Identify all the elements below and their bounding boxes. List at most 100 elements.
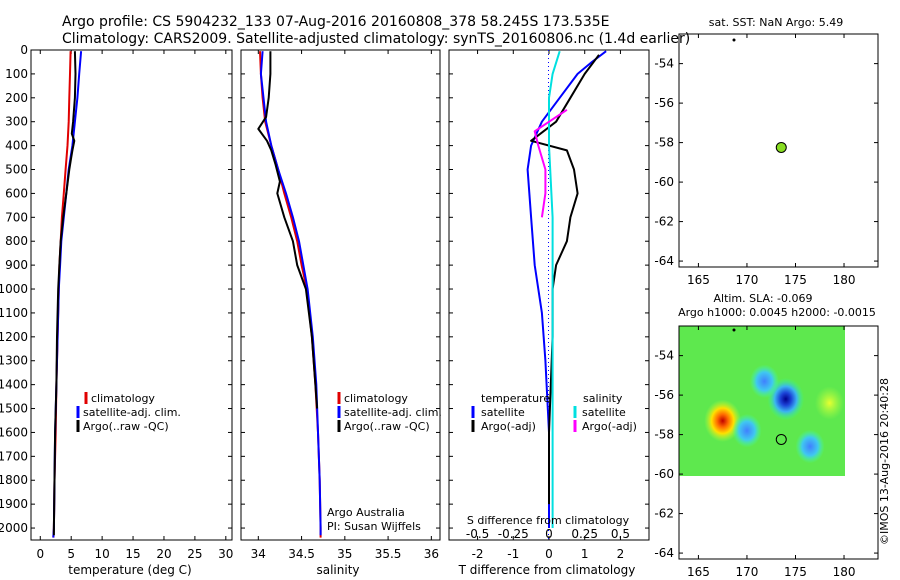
sla-map-points xyxy=(775,433,787,445)
salinity-xlabel: salinity xyxy=(316,563,359,577)
x-tick-label: 1 xyxy=(581,547,589,561)
map-x-tick-label: 180 xyxy=(833,273,856,287)
legend-climatology: climatology xyxy=(344,392,408,405)
y-tick-label: 1100 xyxy=(0,306,28,320)
sst-map-axes: 165 170 175 180 -54 -56 -58 -60 -62 -64 xyxy=(654,34,878,287)
y-tick-label: 1600 xyxy=(0,425,28,439)
map-x-tick-label: 165 xyxy=(687,565,710,579)
s-difference-label: S difference from climatology xyxy=(467,514,630,527)
legend-s-satellite: satellite xyxy=(582,406,626,419)
map-y-tick-label: -62 xyxy=(654,215,674,229)
argo-position-marker xyxy=(775,433,787,445)
series-line xyxy=(257,51,319,409)
x-tick-label: 35.5 xyxy=(375,547,402,561)
series-line xyxy=(259,51,322,538)
series-line xyxy=(526,50,607,528)
legend-satellite-adj: satellite-adj. clim. xyxy=(344,406,442,419)
imos-timestamp: ©IMOS 13-Aug-2016 20:40:28 xyxy=(878,378,891,545)
temperature-legend: climatology satellite-adj. clim. Argo(..… xyxy=(76,392,181,433)
legend-s-argo: Argo(-adj) xyxy=(582,420,637,433)
y-tick-label: 100 xyxy=(5,67,28,81)
legend-satellite-adj: satellite-adj. clim. xyxy=(83,406,181,419)
y-tick-label: 800 xyxy=(5,234,28,248)
legend-t-argo: Argo(-adj) xyxy=(481,420,536,433)
legend-argo-raw: Argo(..raw -QC) xyxy=(344,420,430,433)
x-tick-label: -1 xyxy=(507,547,519,561)
y-tick-label: 1800 xyxy=(0,473,28,487)
series-line xyxy=(548,50,561,528)
legend-argo-raw: Argo(..raw -QC) xyxy=(83,420,169,433)
salinity-x-axis: 34 34.5 35 35.5 36 xyxy=(251,50,439,561)
y-tick-label: 300 xyxy=(5,115,28,129)
map-y-tick-label: -54 xyxy=(654,349,674,363)
x-tick-label: 35 xyxy=(337,547,352,561)
y-tick-label: 1400 xyxy=(0,378,28,392)
x-tick-label: 25 xyxy=(187,547,202,561)
x-tick-label: 36 xyxy=(424,547,439,561)
credit-line-2: PI: Susan Wijffels xyxy=(327,520,421,533)
map-x-tick-label: 180 xyxy=(833,565,856,579)
map-y-tick-label: -64 xyxy=(654,254,674,268)
temperature-series xyxy=(52,51,83,538)
map-y-tick-label: -62 xyxy=(654,507,674,521)
salinity-legend: climatology satellite-adj. clim. Argo(..… xyxy=(337,392,442,433)
sst-map-panel: sat. SST: NaN Argo: 5.49 165 170 175 180 -54… xyxy=(654,16,879,287)
map-y-tick-label: -58 xyxy=(654,136,674,150)
x-tick-label: 2 xyxy=(617,547,625,561)
sla-map-frame xyxy=(678,325,879,560)
s-tick-label: -0.25 xyxy=(498,527,529,541)
sla-map-speck xyxy=(732,328,736,332)
sla-anomaly-low xyxy=(732,413,762,448)
sst-map-title: sat. SST: NaN Argo: 5.49 xyxy=(709,16,843,29)
sla-heatmap xyxy=(679,326,845,476)
map-y-tick-label: -54 xyxy=(654,57,674,71)
y-tick-label: 500 xyxy=(5,163,28,177)
sla-anomaly-high xyxy=(814,386,845,420)
x-tick-label: 20 xyxy=(156,547,171,561)
map-x-tick-label: 170 xyxy=(735,273,758,287)
sst-map-points xyxy=(775,141,787,153)
sla-anomaly-low xyxy=(749,364,779,399)
sla-title-line-2: Argo h1000: 0.0045 h2000: -0.0015 xyxy=(678,306,876,319)
legend-climatology: climatology xyxy=(91,392,155,405)
y-tick-label: 200 xyxy=(5,91,28,105)
x-tick-label: -2 xyxy=(472,547,484,561)
salinity-axes-frame xyxy=(240,49,441,541)
sla-anomalies xyxy=(704,364,845,464)
x-tick-label: 0 xyxy=(545,547,553,561)
map-x-tick-label: 175 xyxy=(784,565,807,579)
y-tick-label: 1000 xyxy=(0,282,28,296)
map-x-tick-label: 165 xyxy=(687,273,710,287)
sst-map-speck xyxy=(732,38,736,42)
series-line xyxy=(52,51,77,536)
credit-line-1: Argo Australia xyxy=(327,506,405,519)
sla-anomaly-high xyxy=(704,399,742,442)
map-y-tick-label: -56 xyxy=(654,96,674,110)
y-tick-label: 1700 xyxy=(0,449,28,463)
title-line-2: Climatology: CARS2009. Satellite-adjuste… xyxy=(62,31,690,47)
x-tick-label: 34.5 xyxy=(288,547,315,561)
y-tick-label: 2000 xyxy=(0,521,28,535)
y-tick-label: 1300 xyxy=(0,354,28,368)
x-tick-label: 15 xyxy=(125,547,140,561)
y-tick-label: 700 xyxy=(5,210,28,224)
x-tick-label: 10 xyxy=(94,547,109,561)
series-line xyxy=(52,51,72,538)
difference-legend: temperature satellite Argo(-adj) salinit… xyxy=(471,392,637,433)
difference-series xyxy=(526,50,607,528)
y-tick-label: 1500 xyxy=(0,402,28,416)
y-tick-label: 600 xyxy=(5,186,28,200)
y-tick-label: 900 xyxy=(5,258,28,272)
difference-depth-ticks xyxy=(449,49,649,529)
x-tick-label: 34 xyxy=(251,547,266,561)
sla-map-panel: Altim. SLA: -0.069 Argo h1000: 0.0045 h2… xyxy=(654,292,879,579)
x-tick-label: 0 xyxy=(36,547,44,561)
series-line xyxy=(533,108,568,218)
sla-anomaly-low xyxy=(795,429,825,464)
x-tick-label: 30 xyxy=(218,547,233,561)
y-tick-label: 0 xyxy=(20,43,28,57)
legend-salinity-heading: salinity xyxy=(583,392,623,405)
temperature-axes-frame xyxy=(30,49,233,541)
